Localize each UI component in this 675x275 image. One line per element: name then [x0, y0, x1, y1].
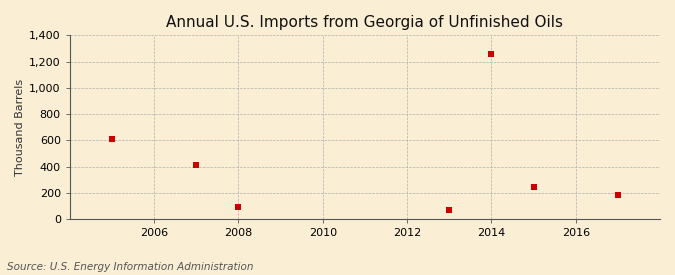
Point [107, 137, 117, 141]
Point [528, 185, 539, 190]
Point [444, 208, 455, 212]
Point [191, 163, 202, 167]
Point [233, 205, 244, 209]
Y-axis label: Thousand Barrels: Thousand Barrels [15, 79, 25, 176]
Point [486, 51, 497, 56]
Point [612, 192, 623, 197]
Title: Annual U.S. Imports from Georgia of Unfinished Oils: Annual U.S. Imports from Georgia of Unfi… [167, 15, 564, 30]
Text: Source: U.S. Energy Information Administration: Source: U.S. Energy Information Administ… [7, 262, 253, 272]
